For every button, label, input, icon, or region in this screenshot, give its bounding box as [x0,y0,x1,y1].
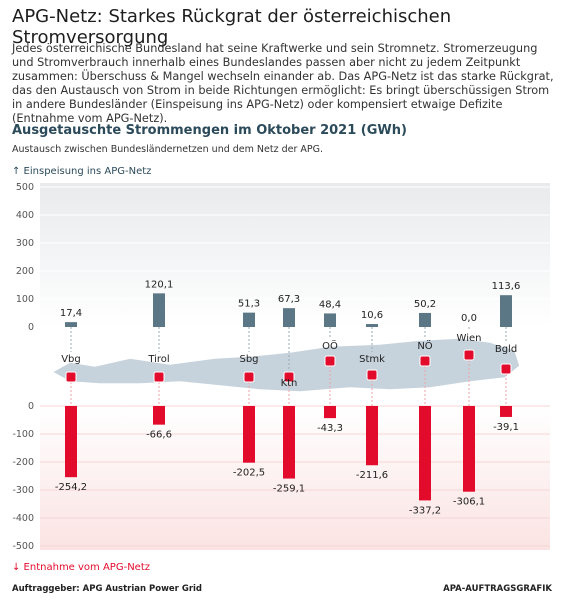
value-label: -202,5 [233,468,265,479]
y-tick-label: 400 [16,210,34,221]
source: Auftraggeber: APG Austrian Power Grid [12,584,202,594]
region-label: Tirol [147,354,169,365]
value-label: -259,1 [273,484,305,495]
region-label: Wien [457,333,482,344]
chart-title: Ausgetauschte Strommengen im Oktober 202… [12,123,407,138]
value-label: -337,2 [409,505,441,516]
y2-tick-label: 0 [28,401,34,412]
value-label: 0,0 [461,313,477,324]
legend-top: ↑ Einspeisung ins APG-Netz [12,166,151,177]
bar-positive [65,322,77,327]
region-label: Ktn [281,378,298,389]
bar-positive [500,295,512,327]
region-flag [366,369,378,381]
value-label: -66,6 [146,430,172,441]
region-flag [243,371,255,383]
region-flag [463,349,475,361]
page-title: APG-Netz: Starkes Rückgrat der österreic… [12,6,452,48]
bar-negative [463,406,475,492]
value-label: -254,2 [55,482,87,493]
bar-negative [243,406,255,463]
y2-tick-label: -100 [12,429,34,440]
top-band [40,183,550,327]
bar-positive [153,293,165,327]
bar-positive [419,312,431,327]
bar-positive [283,308,295,327]
bar-negative [153,406,165,425]
region-label: OÖ [322,339,338,352]
region-label: Stmk [359,354,385,365]
y-tick-label: 0 [28,322,34,333]
region-flag [324,355,336,367]
legend-bottom: ↓ Entnahme vom APG-Netz [12,562,150,573]
value-label: -43,3 [317,423,343,434]
y2-tick-label: -200 [12,457,34,468]
region-flag [65,371,77,383]
bar-negative [324,406,336,419]
region-label: NÖ [417,339,432,352]
bar-positive [366,324,378,327]
bar-negative [283,406,295,479]
value-label: 48,4 [319,299,341,310]
y2-tick-label: -400 [12,513,34,524]
y-tick-label: 300 [16,238,34,249]
region-label: Bgld [495,344,517,355]
y-tick-label: 200 [16,266,34,277]
intro: Jedes österreichische Bundesland hat sei… [12,42,554,125]
value-label: 120,1 [145,279,174,290]
bar-positive [243,312,255,327]
value-label: 10,6 [361,310,383,321]
value-label: 17,4 [60,308,82,319]
value-label: -211,6 [356,470,388,481]
region-flag [500,363,512,375]
y2-tick-label: -300 [12,485,34,496]
value-label: 113,6 [492,281,521,292]
value-label: 50,2 [414,299,436,310]
chart-subtitle: Austausch zwischen Bundesländernetzen un… [12,144,323,155]
credit: APA-AUFTRAGSGRAFIK [443,584,552,594]
y2-tick-label: -500 [12,541,34,552]
value-label: 67,3 [278,294,300,305]
region-label: Vbg [61,354,81,365]
region-label: Sbg [239,354,258,365]
bar-positive [324,313,336,327]
bar-negative [419,406,431,501]
y-tick-label: 100 [16,294,34,305]
region-flag [419,355,431,367]
region-flag [283,371,295,383]
region-flag [153,371,165,383]
value-label: -306,1 [453,497,485,508]
bar-negative [65,406,77,478]
value-label: 51,3 [238,299,260,310]
y-tick-label: 500 [16,182,34,193]
bar-negative [366,406,378,466]
bar-negative [500,406,512,417]
austria-map [50,337,521,393]
value-label: -39,1 [493,422,519,433]
